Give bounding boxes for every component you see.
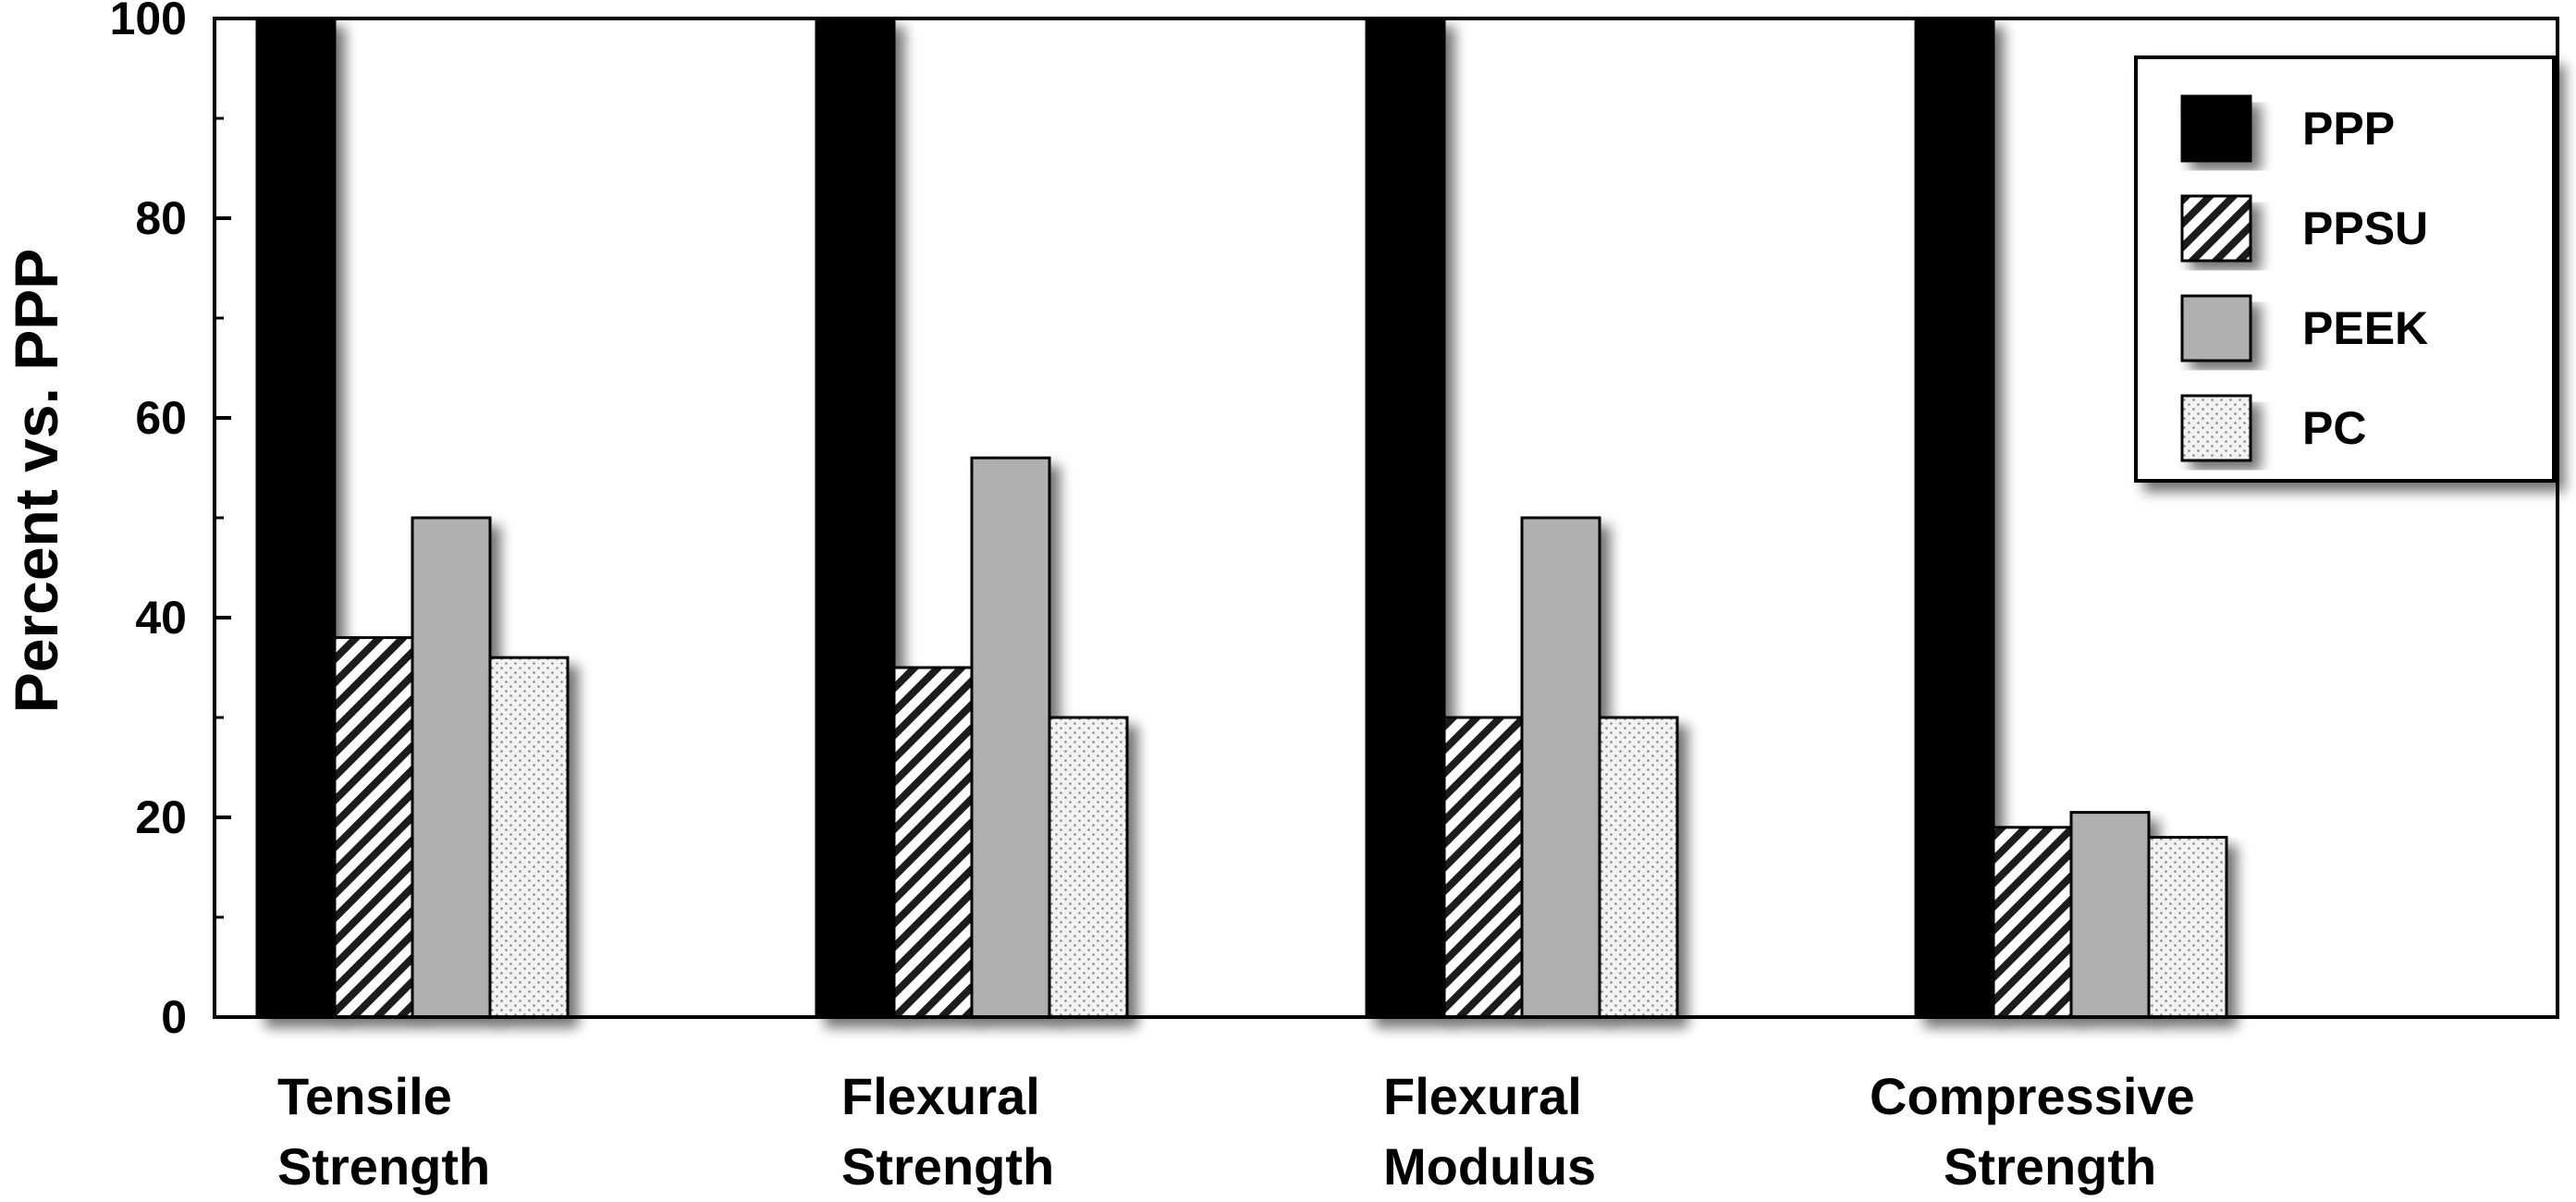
legend-swatch-ppsu (2180, 194, 2252, 263)
y-tick-label: 60 (135, 392, 187, 444)
x-category-label: Flexural Strength (841, 1067, 1054, 1196)
legend-swatch-ppp (2180, 94, 2252, 163)
bar-pc (2147, 836, 2228, 1019)
y-tick-label: 40 (135, 592, 187, 644)
bar-peek (970, 456, 1051, 1019)
bar-ppsu (1992, 826, 2073, 1019)
legend-swatch-peek (2180, 294, 2252, 362)
y-tick-label: 20 (135, 791, 187, 843)
y-axis-title: Percent vs. PPP (2, 249, 70, 714)
y-tick-label: 100 (110, 0, 187, 44)
legend-label: PEEK (2302, 302, 2428, 354)
bar-peek (1520, 516, 1601, 1019)
x-category-label: Tensile Strength (277, 1067, 490, 1196)
bar-peek (2069, 811, 2151, 1019)
bar-pc (1598, 716, 1679, 1019)
x-category-label: Flexural Modulus (1383, 1067, 1596, 1196)
bar-group (1914, 17, 2228, 1019)
y-tick-label: 80 (135, 192, 187, 244)
bar-ppsu (892, 666, 974, 1019)
bar-group (1365, 17, 1679, 1019)
bar-ppsu (1442, 716, 1524, 1019)
y-tick-label: 0 (161, 991, 187, 1043)
bar-group (815, 17, 1129, 1019)
bar-pc (488, 656, 570, 1019)
x-category-label: Compressive Strength (1870, 1067, 2195, 1196)
y-axis: 0 20 40 60 80 100 (110, 0, 231, 1043)
legend-swatch-pc (2180, 394, 2252, 462)
legend-label: PC (2302, 402, 2366, 454)
bar-ppp (1914, 17, 1995, 1019)
bar-group (255, 17, 570, 1019)
bar-ppp (1365, 17, 1446, 1019)
bar-ppsu (333, 636, 414, 1019)
bar-peek (411, 516, 492, 1019)
legend-label: PPSU (2302, 202, 2428, 254)
bars-group (215, 17, 2558, 1019)
bar-ppp (255, 17, 337, 1019)
legend-label: PPP (2302, 103, 2395, 154)
x-axis-labels: Tensile Strength Flexural Strength Flexural M… (277, 1067, 2195, 1196)
legend: PPP PPSU PEEK PC (2134, 55, 2556, 483)
bar-pc (1048, 716, 1129, 1019)
bar-ppp (815, 17, 896, 1019)
